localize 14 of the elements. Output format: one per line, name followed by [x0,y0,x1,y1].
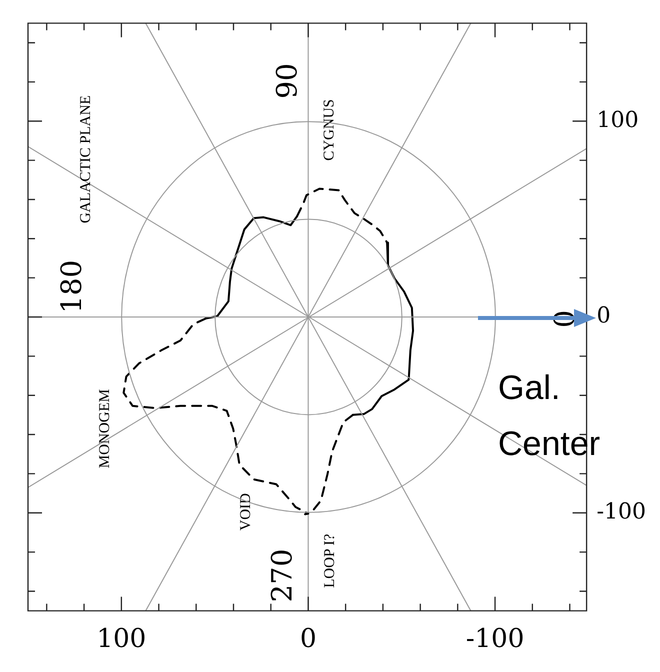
x-tick-label: 0 [300,624,316,654]
annotation: 90 [270,63,304,99]
y-tick-label: 100 [596,108,639,133]
annotation: 270 [266,548,299,602]
annotation: 180 [54,260,88,314]
annotation: CYGNUS [321,99,338,161]
y-tick-label: -100 [596,500,646,525]
annotation: GALACTIC PLANE [78,95,94,224]
x-tick-label: -100 [466,624,524,654]
x-tick-label: 100 [96,624,146,654]
annotation: MONOGEM [97,389,114,468]
y-tick-label: 0 [596,304,611,329]
annotation: VOID [238,492,254,531]
annotation: LOOP I? [322,534,338,588]
